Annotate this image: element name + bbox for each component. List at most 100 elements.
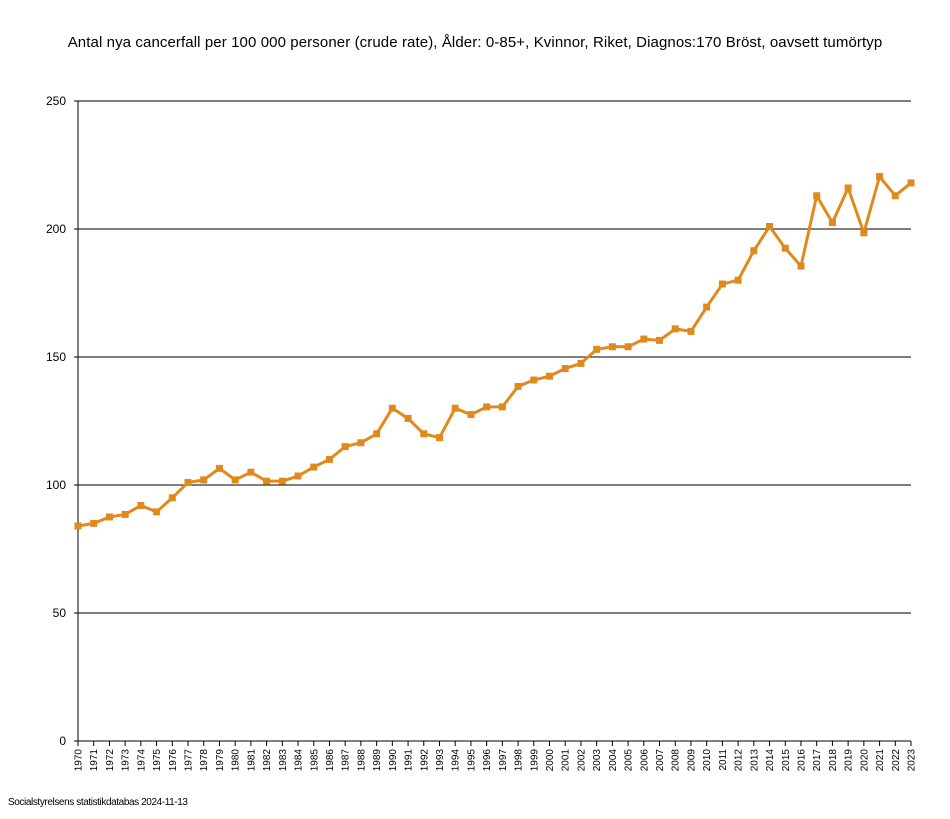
x-tick-label: 1973 <box>121 749 132 772</box>
data-point <box>420 430 428 438</box>
series-group <box>74 173 915 530</box>
x-tick-label: 1972 <box>105 749 116 772</box>
data-point <box>514 382 522 390</box>
x-tick-label: 2011 <box>718 749 729 771</box>
x-axis-ticks: 1970 1971 1972 1973 1974 1975 1976 1977 1978 1979… <box>74 741 918 771</box>
x-tick-label: 2003 <box>592 749 603 772</box>
data-point <box>608 343 616 351</box>
data-point <box>404 414 412 422</box>
x-tick-label: 1997 <box>498 749 509 772</box>
data-point <box>561 365 569 373</box>
x-tick-label: 2019 <box>844 749 855 772</box>
data-point <box>813 192 821 200</box>
data-point <box>781 244 789 252</box>
y-tick-label: 250 <box>46 94 66 108</box>
data-point <box>341 443 349 451</box>
x-tick-label: 2012 <box>734 749 745 772</box>
data-point <box>200 476 208 484</box>
x-tick-label: 2002 <box>576 749 587 772</box>
data-point <box>215 464 223 472</box>
data-point <box>121 510 129 518</box>
data-point <box>388 404 396 412</box>
chart-title: Antal nya cancerfall per 100 000 persone… <box>67 34 883 51</box>
x-tick-label: 1981 <box>246 749 257 772</box>
data-point <box>718 280 726 288</box>
x-tick-label: 1987 <box>341 749 352 772</box>
data-point <box>703 303 711 311</box>
data-point <box>168 494 176 502</box>
data-point <box>325 455 333 463</box>
y-tick-label: 0 <box>59 734 66 748</box>
x-tick-label: 2001 <box>561 749 572 772</box>
x-tick-label: 1985 <box>309 749 320 772</box>
x-tick-label: 1988 <box>356 749 367 772</box>
data-point <box>687 327 695 335</box>
x-tick-label: 2018 <box>828 749 839 772</box>
data-point <box>891 192 899 200</box>
data-point <box>153 508 161 516</box>
x-tick-label: 2014 <box>765 749 776 772</box>
data-point <box>435 434 443 442</box>
data-point <box>184 478 192 486</box>
data-point <box>671 325 679 333</box>
x-tick-label: 2007 <box>655 749 666 772</box>
x-tick-label: 1980 <box>231 749 242 772</box>
x-tick-label: 2015 <box>781 749 792 772</box>
y-tick-label: 200 <box>46 222 66 236</box>
x-tick-label: 2021 <box>875 749 886 772</box>
x-tick-label: 2005 <box>624 749 635 772</box>
x-tick-label: 1996 <box>482 749 493 772</box>
data-point <box>828 219 836 227</box>
x-tick-label: 1999 <box>529 749 540 772</box>
x-tick-label: 1994 <box>451 749 462 772</box>
x-tick-label: 1974 <box>136 749 147 772</box>
data-point <box>467 411 475 419</box>
data-point <box>750 247 758 255</box>
x-tick-label: 1986 <box>325 749 336 772</box>
x-tick-label: 1992 <box>419 749 430 772</box>
x-tick-label: 1975 <box>152 749 163 772</box>
data-point <box>137 501 145 509</box>
data-point <box>90 519 98 527</box>
data-point <box>451 404 459 412</box>
y-tick-label: 150 <box>46 350 66 364</box>
y-tick-label: 100 <box>46 478 66 492</box>
data-point <box>766 222 774 230</box>
x-tick-label: 2016 <box>796 749 807 772</box>
data-point <box>656 336 664 344</box>
x-tick-label: 2004 <box>608 749 619 772</box>
x-tick-label: 1976 <box>168 749 179 772</box>
data-point <box>876 173 884 181</box>
data-point <box>546 372 554 380</box>
x-tick-label: 1993 <box>435 749 446 772</box>
x-tick-label: 1998 <box>514 749 525 772</box>
data-point <box>357 439 365 447</box>
x-tick-label: 1977 <box>184 749 195 772</box>
x-tick-label: 1982 <box>262 749 273 772</box>
data-point <box>860 229 868 237</box>
data-point <box>797 262 805 270</box>
data-point <box>498 403 506 411</box>
data-point <box>310 463 318 471</box>
data-point <box>373 430 381 438</box>
data-point <box>593 345 601 353</box>
y-tick-label: 50 <box>53 606 67 620</box>
data-point <box>907 179 915 187</box>
x-tick-label: 2006 <box>639 749 650 772</box>
x-tick-label: 1983 <box>278 749 289 772</box>
grid-lines <box>78 100 911 742</box>
data-point <box>74 522 82 530</box>
data-point <box>247 468 255 476</box>
x-tick-label: 1978 <box>199 749 210 772</box>
x-tick-label: 1984 <box>294 749 305 772</box>
x-tick-label: 2022 <box>891 749 902 772</box>
data-point <box>278 477 286 485</box>
x-tick-label: 1989 <box>372 749 383 772</box>
x-tick-label: 1979 <box>215 749 226 772</box>
x-tick-label: 2020 <box>859 749 870 772</box>
data-point <box>263 477 271 485</box>
source-note: Socialstyrelsens statistikdatabas 2024-1… <box>8 797 188 808</box>
data-point <box>483 403 491 411</box>
x-tick-label: 2017 <box>812 749 823 772</box>
axes <box>77 101 911 742</box>
